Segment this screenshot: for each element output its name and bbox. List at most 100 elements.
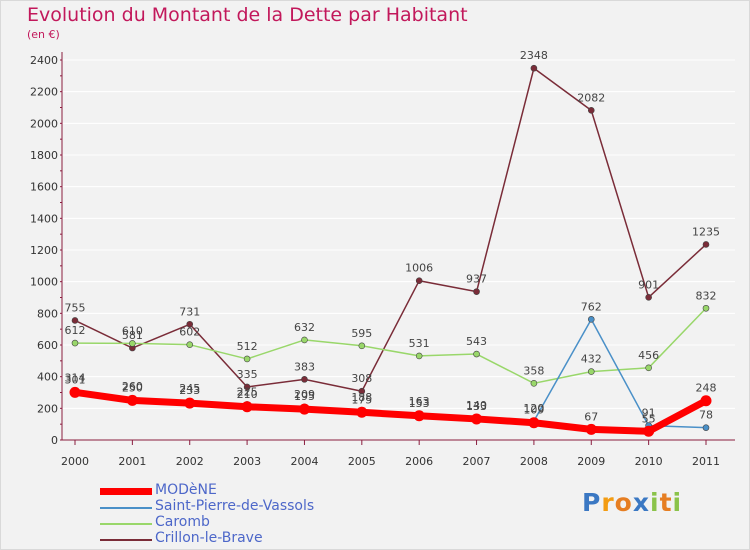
x-tick-label: 2002 [176, 455, 204, 468]
y-tick-label: 2400 [30, 54, 58, 67]
data-label: 632 [294, 321, 315, 334]
y-tick-label: 2000 [30, 117, 58, 130]
chart-legend: MODèNE Saint-Pierre-de-Vassols Caromb Cr… [100, 482, 400, 548]
y-tick-label: 1000 [30, 276, 58, 289]
data-point [473, 288, 480, 295]
legend-item: Saint-Pierre-de-Vassols [100, 498, 400, 516]
data-label: 67 [584, 410, 598, 423]
data-label: 78 [699, 409, 713, 422]
data-label: 595 [351, 327, 372, 340]
data-label: 225 [237, 385, 258, 398]
data-label: 175 [351, 393, 372, 406]
legend-item: Caromb [100, 514, 400, 532]
legend-label-caromb: Caromb [155, 514, 210, 530]
x-tick-label: 2010 [635, 455, 663, 468]
x-tick-label: 2003 [233, 455, 261, 468]
data-label: 188 [351, 391, 372, 404]
y-tick-label: 800 [37, 307, 58, 320]
data-label: 91 [642, 407, 656, 420]
data-point [645, 364, 652, 372]
data-point [358, 342, 366, 350]
data-point [415, 352, 423, 360]
data-point [643, 425, 655, 437]
x-tick-label: 2001 [118, 455, 146, 468]
series-line-0 [71, 388, 710, 435]
data-label: 140 [466, 399, 487, 412]
legend-label-crillon: Crillon-le-Brave [155, 530, 263, 546]
legend-swatch-saint-pierre [100, 507, 152, 509]
data-point [530, 64, 538, 72]
data-point [129, 340, 136, 347]
data-point [184, 397, 196, 409]
data-point [530, 380, 538, 387]
data-point [243, 383, 251, 391]
x-tick-label: 2000 [61, 455, 89, 468]
data-point [69, 386, 81, 398]
series-line-3 [74, 67, 707, 392]
y-tick-label: 1800 [30, 149, 58, 162]
data-label: 602 [179, 326, 200, 339]
x-tick-label: 2011 [692, 455, 720, 468]
data-point [186, 320, 194, 328]
legend-swatch-caromb [100, 523, 152, 525]
data-label: 612 [65, 324, 86, 337]
data-label: 456 [638, 349, 659, 362]
data-label: 937 [466, 273, 487, 286]
x-tick-label: 2009 [577, 455, 605, 468]
y-tick-label: 0 [51, 434, 58, 447]
data-point [126, 394, 138, 406]
data-label: 543 [466, 335, 487, 348]
legend-item: MODèNE [100, 482, 400, 500]
data-point [298, 403, 310, 415]
data-label: 133 [466, 400, 487, 413]
data-label: 901 [638, 278, 659, 291]
data-label: 209 [294, 388, 315, 401]
data-point [473, 350, 480, 358]
data-point [413, 410, 425, 422]
data-label: 832 [696, 289, 717, 302]
data-label: 120 [523, 402, 544, 415]
y-tick-label: 1600 [30, 181, 58, 194]
data-point [528, 417, 540, 429]
data-label: 248 [696, 382, 717, 395]
data-label: 383 [294, 360, 315, 373]
data-label: 731 [179, 305, 200, 318]
data-point [301, 376, 308, 383]
data-label: 2348 [520, 49, 548, 62]
data-label: 531 [409, 337, 430, 350]
legend-swatch-crillon [100, 539, 152, 541]
data-label: 163 [409, 395, 430, 408]
data-point [702, 241, 710, 248]
data-label: 245 [179, 382, 200, 395]
data-point [356, 406, 368, 418]
data-point [471, 413, 483, 425]
chart-title: Evolution du Montant de la Dette par Hab… [27, 4, 468, 26]
y-tick-label: 400 [37, 371, 58, 384]
data-point [587, 316, 595, 323]
data-label: 2082 [577, 91, 605, 104]
data-label: 314 [65, 371, 86, 384]
data-label: 210 [237, 388, 258, 401]
data-label: 109 [523, 404, 544, 417]
data-label: 195 [294, 390, 315, 403]
data-point [71, 339, 79, 347]
chart-subtitle: (en €) [27, 28, 60, 41]
data-label: 250 [122, 381, 143, 394]
data-label: 1006 [405, 262, 433, 275]
data-label: 260 [122, 380, 143, 393]
y-tick-label: 200 [37, 402, 58, 415]
data-label: 301 [65, 373, 86, 386]
legend-label-saint-pierre: Saint-Pierre-de-Vassols [155, 498, 315, 514]
data-point [415, 277, 423, 285]
data-point [585, 423, 597, 435]
data-label: 308 [351, 372, 372, 385]
data-point [702, 304, 710, 312]
y-tick-label: 1400 [30, 212, 58, 225]
y-tick-label: 2200 [30, 86, 58, 99]
data-point [358, 387, 366, 395]
series-line-2 [74, 307, 707, 385]
x-tick-label: 2004 [290, 455, 318, 468]
data-point [301, 336, 308, 344]
x-tick-label: 2005 [348, 455, 376, 468]
